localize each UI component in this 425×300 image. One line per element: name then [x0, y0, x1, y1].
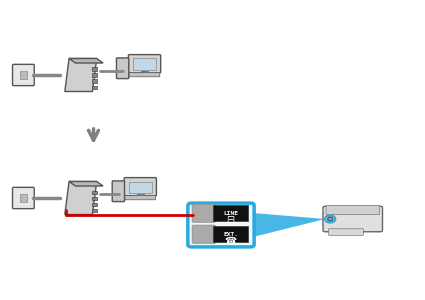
Bar: [137, 194, 144, 196]
Bar: [92, 208, 97, 212]
Circle shape: [328, 217, 333, 221]
FancyBboxPatch shape: [129, 73, 160, 77]
FancyBboxPatch shape: [13, 187, 34, 209]
Bar: [92, 190, 97, 194]
Text: ☎: ☎: [224, 236, 237, 246]
Bar: [92, 196, 97, 200]
Text: ⊟: ⊟: [227, 215, 235, 225]
FancyBboxPatch shape: [192, 204, 215, 222]
Bar: [92, 74, 97, 77]
FancyBboxPatch shape: [329, 229, 363, 235]
Polygon shape: [69, 58, 103, 63]
Bar: [92, 80, 97, 83]
Bar: [141, 70, 148, 74]
FancyBboxPatch shape: [323, 206, 382, 232]
Bar: [213, 205, 248, 221]
Polygon shape: [69, 182, 103, 186]
FancyBboxPatch shape: [13, 64, 34, 86]
Bar: [92, 85, 97, 89]
FancyBboxPatch shape: [124, 178, 156, 196]
Circle shape: [325, 215, 335, 223]
FancyBboxPatch shape: [112, 181, 125, 202]
FancyBboxPatch shape: [326, 205, 380, 215]
Text: EXT.: EXT.: [223, 232, 238, 238]
Bar: [20, 71, 27, 79]
FancyBboxPatch shape: [125, 196, 156, 200]
Bar: [20, 194, 27, 202]
FancyBboxPatch shape: [116, 58, 129, 79]
FancyBboxPatch shape: [192, 225, 215, 243]
Polygon shape: [253, 213, 325, 237]
Bar: [213, 226, 248, 242]
Text: LINE: LINE: [223, 212, 238, 217]
Bar: [133, 58, 156, 70]
Bar: [129, 182, 152, 193]
FancyBboxPatch shape: [128, 55, 161, 73]
Bar: [92, 202, 97, 206]
FancyBboxPatch shape: [188, 203, 254, 247]
Bar: [92, 68, 97, 71]
Polygon shape: [65, 58, 96, 92]
Polygon shape: [65, 182, 96, 214]
